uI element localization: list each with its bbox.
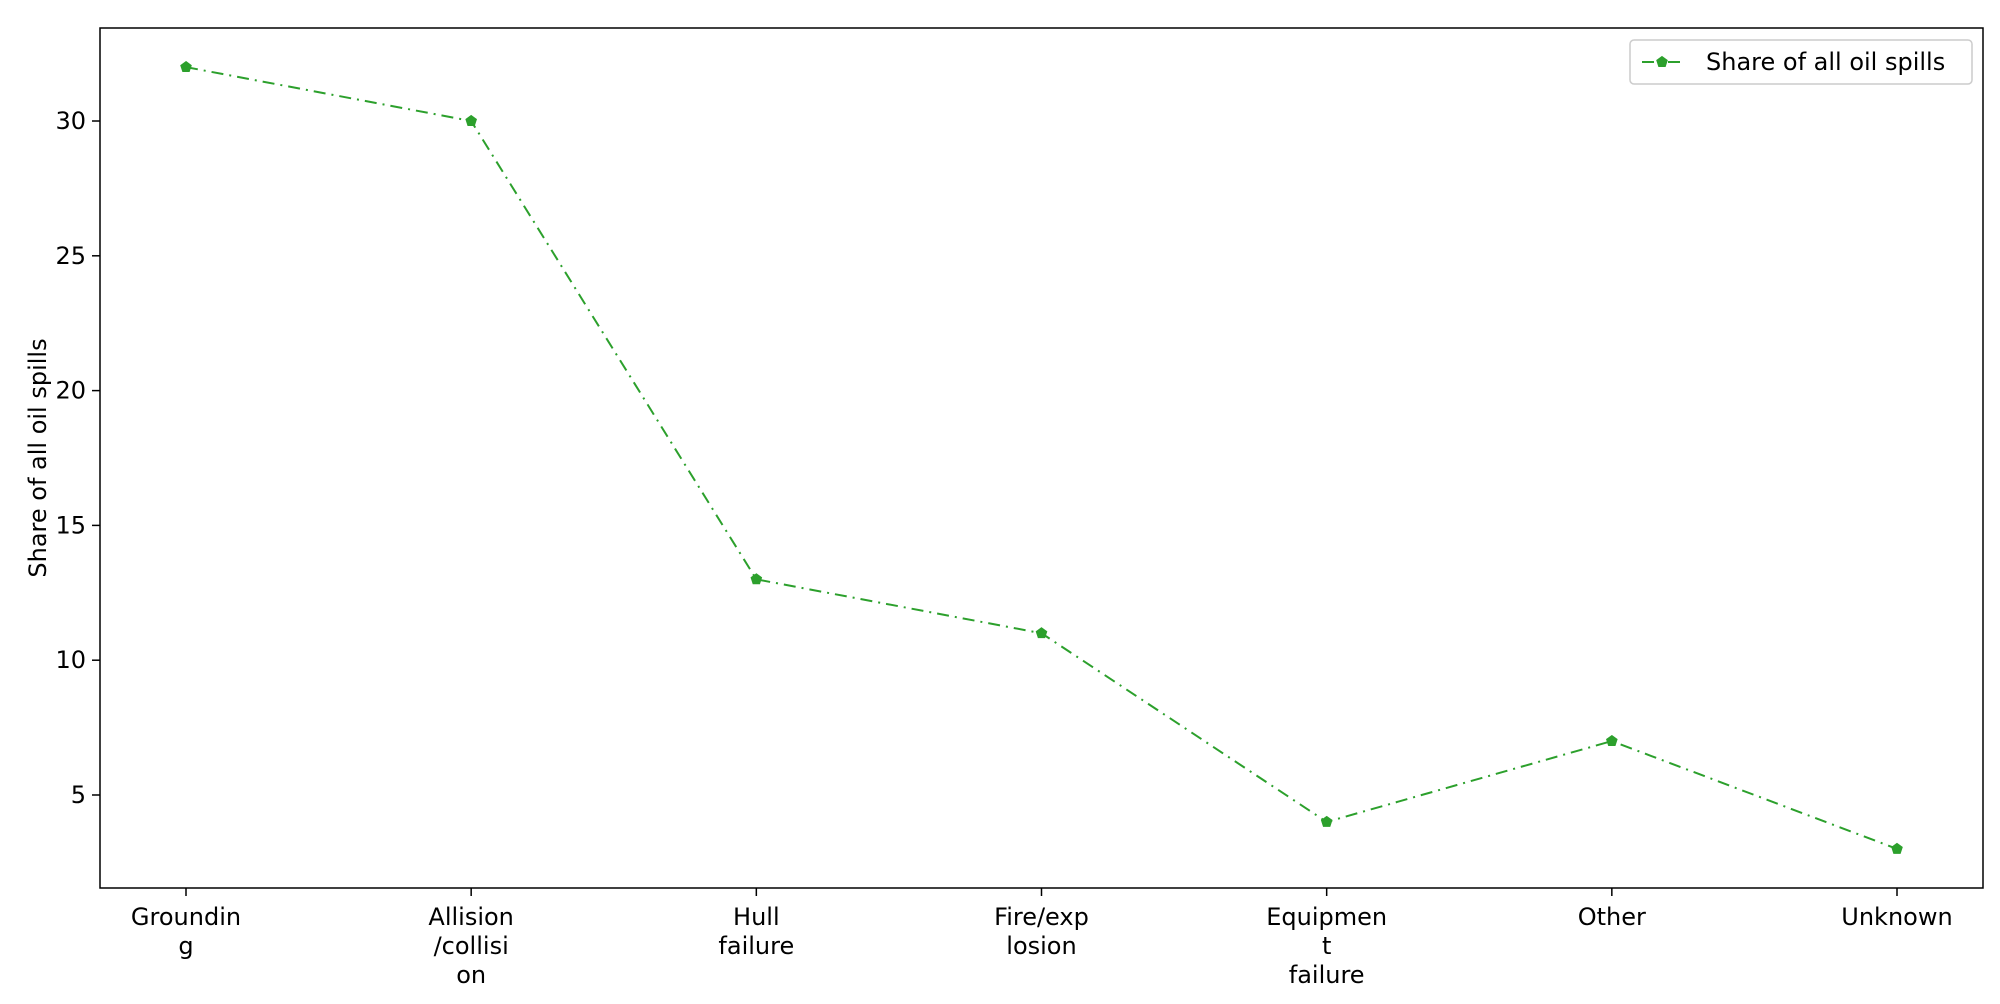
y-tick-label: 15 [55,511,86,539]
x-tick-label-line: t [1322,932,1331,960]
x-tick-label: Fire/exp losion [994,903,1089,960]
x-tick-label: Allision/collisi on [428,903,514,989]
series-layer [180,60,1903,854]
x-tick-label: Equipmen t failure [1266,903,1387,989]
y-tick-label: 5 [71,781,86,809]
legend-marker [1656,55,1668,67]
x-tick-label-line: Other [1578,903,1646,931]
axes-layer: 5 10 15 20 25 30 Groundin g Allision/collisi on Hu… [55,27,1984,989]
x-tick-label-line: failure [718,932,794,960]
data-point [180,60,192,73]
legend-frame [1629,39,1973,85]
x-tick-label-line: losion [1006,932,1076,960]
data-point [750,573,763,585]
y-tick-label: 25 [55,242,86,270]
x-tick-label: Hull failure [718,903,794,960]
legend-label: Share of all oil spills [1706,48,1945,76]
x-tick-label-line: failure [1289,961,1365,989]
data-point [1035,627,1048,639]
x-tick-label-line: on [456,961,486,989]
y-tick-label: 10 [55,646,86,674]
y-tick-label: 30 [55,107,86,135]
legend: Share of all oil spills [1629,39,1973,85]
x-tick-label-line: Groundin [131,903,241,931]
x-tick-label-line: /collisi [434,932,509,960]
data-point [1320,815,1333,827]
x-tick-label: Other [1578,903,1646,931]
x-tick-label-line: g [178,932,193,960]
x-tick-label: Unknown [1841,903,1952,931]
data-point [1606,734,1618,747]
data-point [1891,842,1903,854]
y-axis-label: Share of all oil spills [24,338,52,577]
x-tick-label-line: Fire/exp [994,903,1089,931]
y-tick-label: 20 [55,377,86,405]
x-tick-label-line: Allision [428,903,514,931]
x-tick-label-line: Unknown [1841,903,1952,931]
x-tick-label-line: Hull [733,903,780,931]
data-point [465,114,477,126]
x-tick-label: Groundin g [131,903,241,960]
x-tick-label-line: Equipmen [1266,903,1387,931]
